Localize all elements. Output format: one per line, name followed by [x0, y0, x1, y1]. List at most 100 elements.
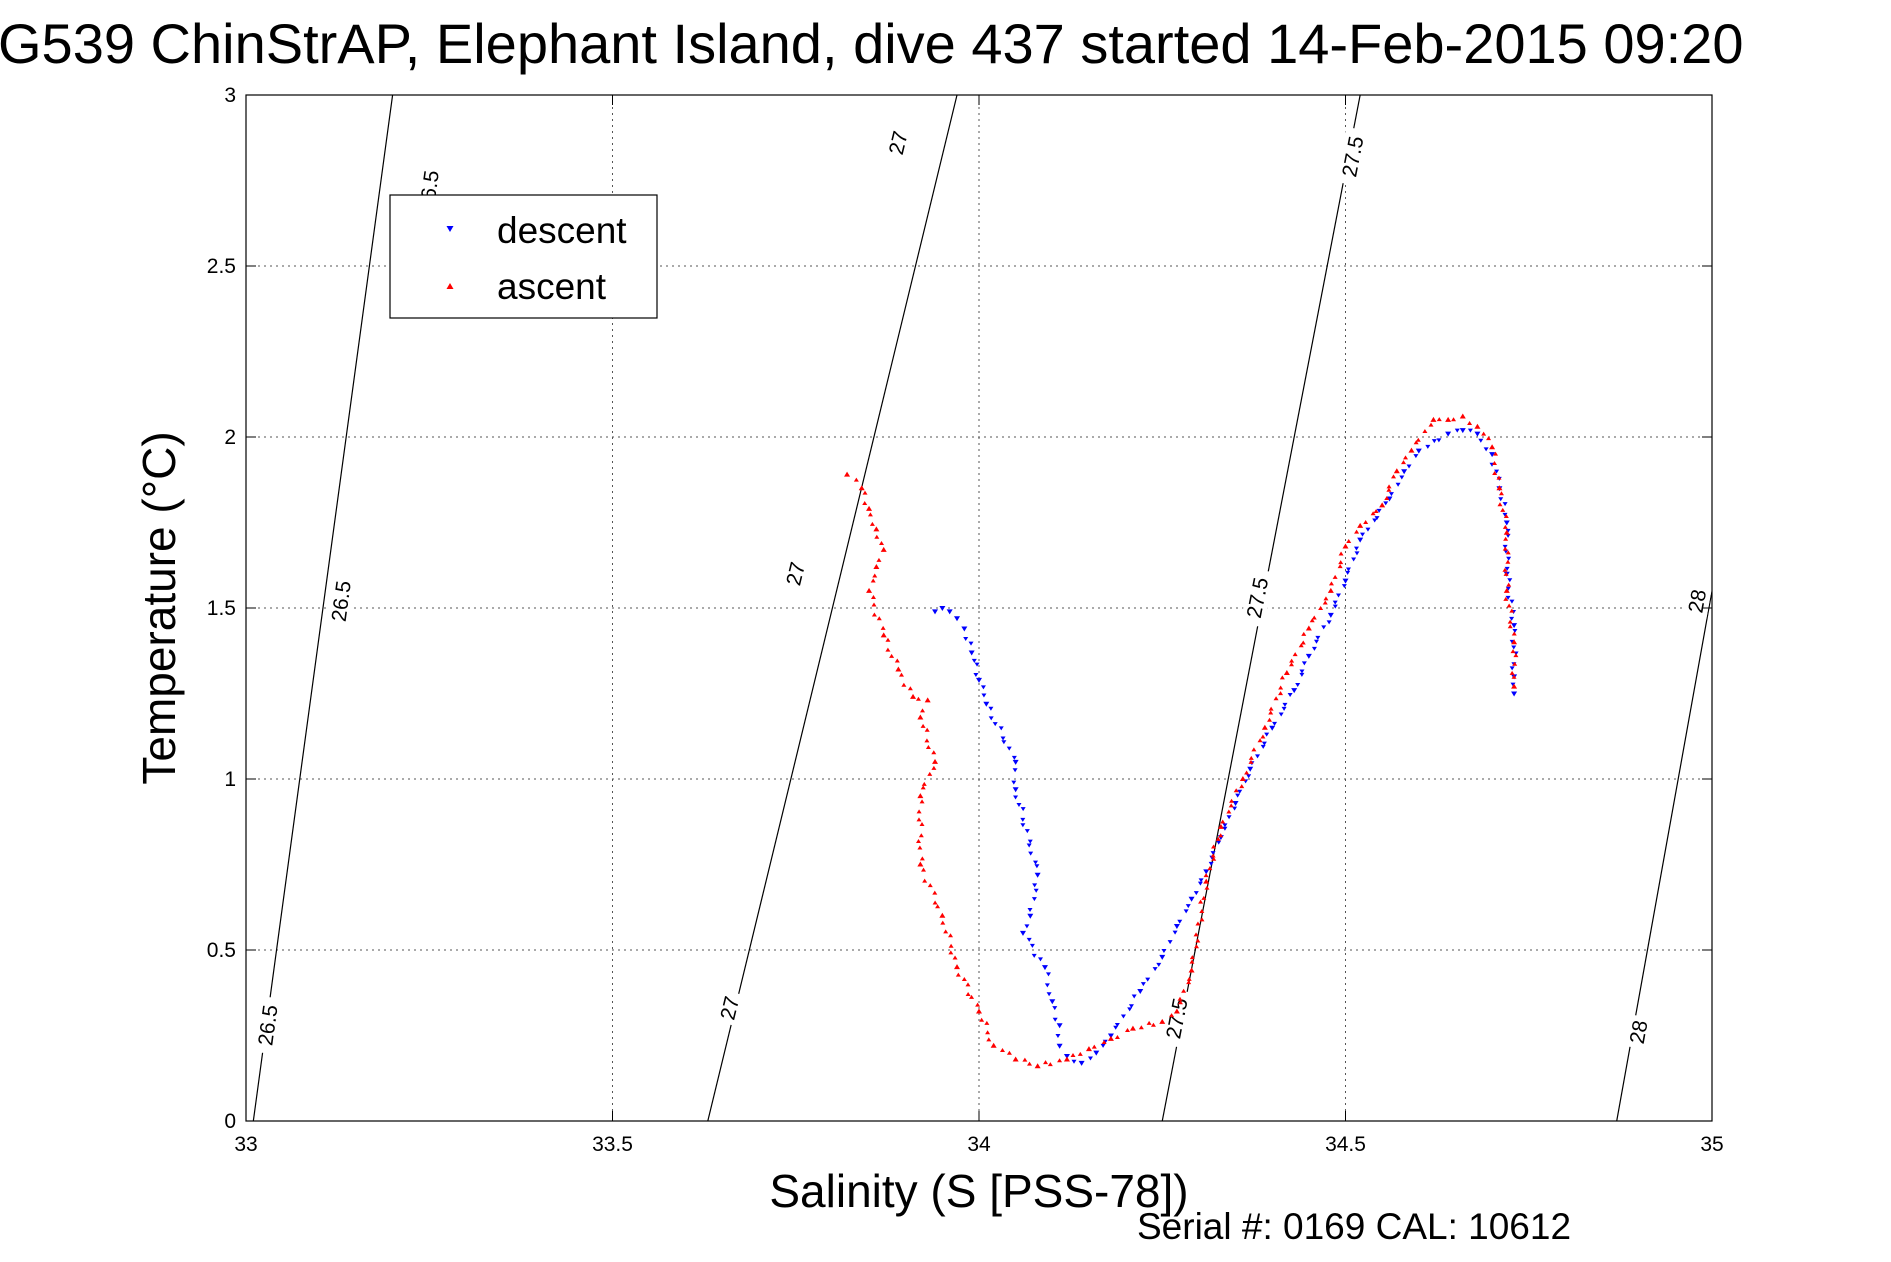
descent-sample-marker: [1027, 839, 1033, 844]
ascent-sample-marker: [876, 557, 882, 562]
descent-sample-marker: [1145, 977, 1151, 982]
descent-sample-marker: [1278, 712, 1284, 717]
descent-point: [1503, 520, 1510, 526]
descent-sample-marker: [1033, 860, 1039, 865]
ascent-sample-marker: [1436, 417, 1442, 422]
density-contour-label: 26.5: [325, 571, 357, 631]
ascent-sample-marker: [948, 943, 954, 948]
descent-sample-marker: [1341, 584, 1347, 589]
contour-label-bg: [882, 124, 914, 162]
ascent-sample-marker: [1386, 484, 1392, 489]
descent-sample-marker: [1172, 930, 1178, 935]
ascent-sample-marker: [999, 1048, 1005, 1053]
ascent-sample-marker: [1199, 917, 1205, 922]
descent-point: [1027, 913, 1034, 919]
x-axis-label: Salinity (S [PSS-78]): [769, 1165, 1188, 1217]
descent-sample-marker: [1020, 823, 1026, 828]
ascent-sample-marker: [880, 625, 886, 630]
descent-point: [1327, 612, 1334, 618]
descent-sample-marker: [1031, 953, 1037, 958]
descent-sample-marker: [1020, 807, 1026, 812]
contour-label-bg: [714, 989, 746, 1027]
descent-sample-marker: [1183, 909, 1189, 914]
descent-point: [1049, 999, 1056, 1005]
ascent-point: [1203, 878, 1210, 884]
descent-sample-marker: [1031, 897, 1037, 902]
descent-point: [1137, 989, 1144, 995]
ascent-sample-marker: [935, 904, 941, 909]
descent-point: [1269, 725, 1276, 731]
ascent-sample-marker: [1481, 431, 1487, 436]
series-ascent: [844, 413, 1519, 1069]
ascent-sample-marker: [1386, 487, 1392, 492]
ascent-sample-marker: [1244, 770, 1250, 775]
contour-label-bg: [1624, 1014, 1654, 1050]
ascent-sample-marker: [1507, 624, 1513, 629]
ascent-point: [1085, 1046, 1092, 1052]
ascent-sample-marker: [862, 501, 868, 506]
ascent-sample-marker: [1193, 944, 1199, 949]
ascent-point: [1459, 413, 1466, 419]
ascent-point: [1496, 485, 1503, 491]
ascent-sample-marker: [1273, 696, 1279, 701]
ascent-point: [1327, 587, 1334, 593]
ascent-sample-marker: [1500, 507, 1506, 512]
ascent-sample-marker: [986, 1037, 992, 1042]
descent-sample-marker: [963, 636, 969, 641]
ascent-sample-marker: [1289, 662, 1295, 667]
ascent-sample-marker: [1328, 581, 1334, 586]
ascent-point: [932, 758, 939, 764]
ascent-sample-marker: [1346, 538, 1352, 543]
descent-sample-marker: [1436, 438, 1442, 443]
descent-point: [1445, 431, 1452, 437]
ascent-sample-marker: [1322, 600, 1328, 605]
descent-sample-marker: [1282, 702, 1288, 707]
ascent-point: [1305, 625, 1312, 631]
ascent-sample-marker: [1201, 895, 1207, 900]
descent-point: [1012, 759, 1019, 765]
x-tick-label: 34: [967, 1133, 991, 1156]
descent-sample-marker: [1197, 881, 1203, 886]
descent-sample-marker: [1052, 1017, 1058, 1022]
ascent-sample-marker: [940, 920, 946, 925]
descent-sample-marker: [1406, 464, 1412, 469]
descent-sample-marker: [1509, 616, 1515, 621]
descent-sample-marker: [1046, 992, 1052, 997]
y-tick-label: 2: [224, 426, 236, 449]
ascent-sample-marker: [1403, 455, 1409, 460]
descent-point: [1511, 691, 1518, 697]
descent-sample-marker: [1140, 982, 1146, 987]
ascent-sample-marker: [1505, 559, 1511, 564]
descent-sample-marker: [1315, 635, 1321, 640]
ascent-sample-marker: [917, 845, 923, 850]
ascent-sample-marker: [1337, 564, 1343, 569]
descent-sample-marker: [980, 685, 986, 690]
ascent-sample-marker: [1502, 546, 1508, 551]
descent-sample-marker: [1028, 851, 1034, 856]
descent-sample-marker: [1029, 943, 1035, 948]
ascent-point: [976, 1008, 982, 1014]
ascent-sample-marker: [921, 867, 927, 872]
ascent-sample-marker: [869, 521, 875, 526]
contour-label-text: 26.5: [254, 1004, 282, 1048]
descent-sample-marker: [1114, 1023, 1120, 1028]
legend: descent ascent: [389, 194, 658, 319]
ascent-sample-marker: [1267, 717, 1273, 722]
ascent-sample-marker: [1338, 551, 1344, 556]
ascent-sample-marker: [1177, 996, 1183, 1001]
descent-sample-marker: [1128, 1004, 1134, 1009]
ascent-point: [1261, 724, 1268, 730]
ascent-sample-marker: [1181, 988, 1187, 993]
descent-sample-marker: [1235, 793, 1241, 798]
descent-sample-marker: [1222, 823, 1228, 828]
descent-sample-marker: [1261, 741, 1267, 746]
ascent-point: [939, 912, 946, 918]
ascent-point: [1283, 669, 1290, 675]
descent-point: [1489, 452, 1496, 458]
contour-label-bg: [252, 995, 284, 1055]
ascent-point: [1173, 1008, 1180, 1014]
contour-label-bg: [1682, 583, 1712, 620]
descent-sample-marker: [1071, 1059, 1077, 1064]
ascent-point: [1503, 529, 1510, 535]
